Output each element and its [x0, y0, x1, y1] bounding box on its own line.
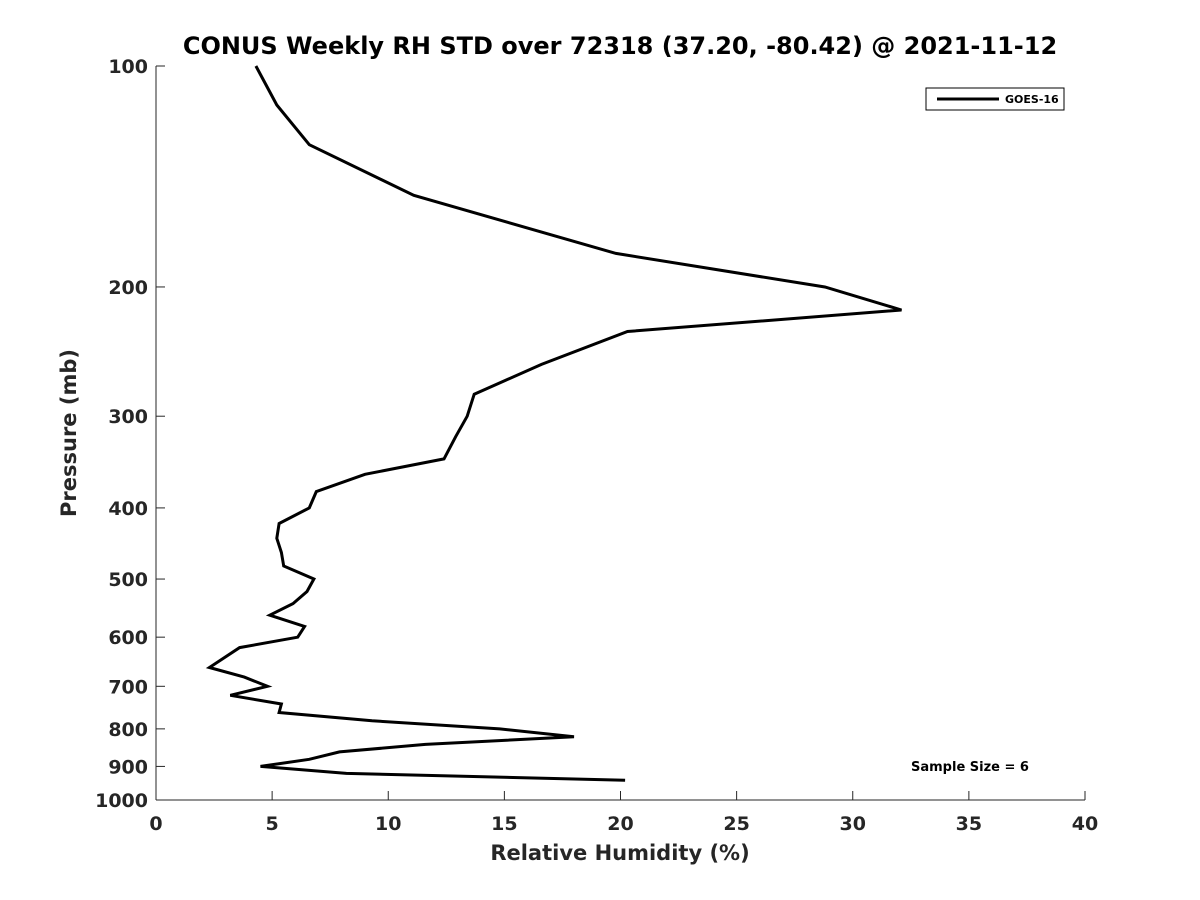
x-axis-ticks: 0 5 10 15 20 25 30 35 40 [149, 791, 1098, 835]
y-tick-label: 400 [108, 498, 148, 520]
legend-entry: GOES-16 [1005, 93, 1059, 106]
y-tick-label: 800 [108, 719, 148, 741]
y-axis-ticks: 100 200 300 400 500 600 700 800 900 1000 [95, 56, 165, 812]
y-tick-label: 500 [108, 569, 148, 591]
x-tick-label: 15 [491, 813, 517, 835]
legend: GOES-16 [925, 87, 1065, 111]
series-layer [205, 65, 902, 782]
x-tick-label: 20 [607, 813, 633, 835]
y-tick-label: 200 [108, 277, 148, 299]
x-tick-label: 10 [375, 813, 401, 835]
x-tick-label: 40 [1072, 813, 1098, 835]
y-tick-label: 700 [108, 676, 148, 698]
y-tick-label: 300 [108, 406, 148, 428]
y-tick-label: 600 [108, 627, 148, 649]
plot-frame [155, 66, 1085, 801]
y-tick-label: 1000 [95, 790, 148, 812]
x-tick-label: 5 [266, 813, 279, 835]
sample-size-annotation: Sample Size = 6 [911, 760, 1029, 775]
chart-title: CONUS Weekly RH STD over 72318 (37.20, -… [183, 32, 1057, 60]
x-tick-label: 35 [956, 813, 982, 835]
x-tick-label: 0 [149, 813, 162, 835]
x-tick-label: 30 [840, 813, 866, 835]
x-axis-label: Relative Humidity (%) [490, 841, 749, 865]
y-tick-label: 900 [108, 756, 148, 778]
x-tick-label: 25 [723, 813, 749, 835]
y-tick-label: 100 [108, 56, 148, 78]
series-line-goes-16 [205, 65, 902, 782]
y-axis-label: Pressure (mb) [57, 349, 81, 517]
